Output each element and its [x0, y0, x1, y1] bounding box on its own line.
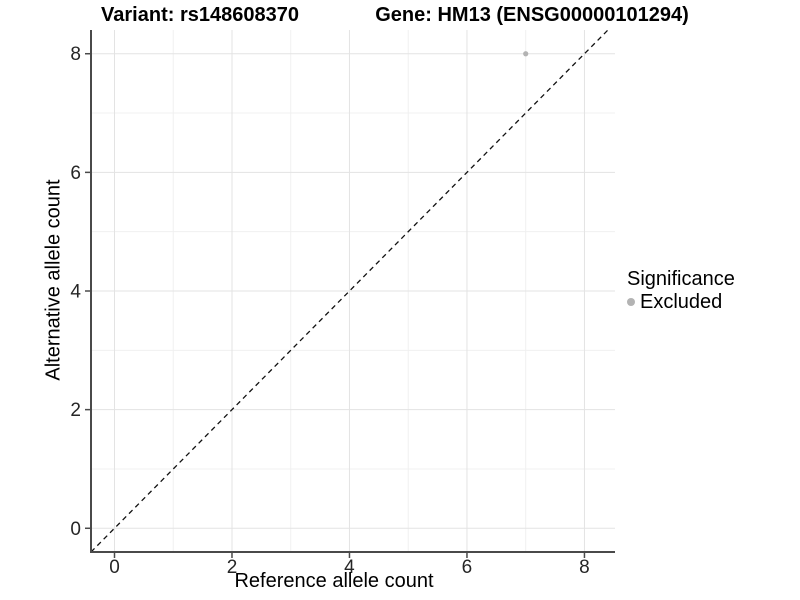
y-tick-label: 8	[70, 44, 81, 65]
y-tick-label: 2	[70, 400, 81, 421]
y-tick-label: 4	[70, 282, 81, 303]
x-axis-title: Reference allele count	[234, 570, 434, 592]
data-point	[523, 51, 529, 57]
y-tick-label: 6	[70, 163, 81, 184]
x-tick-label: 0	[109, 557, 120, 578]
x-tick-label: 4	[344, 557, 355, 578]
x-tick-label: 6	[462, 557, 473, 578]
plot-title-gene: Gene: HM13 (ENSG00000101294)	[375, 4, 689, 26]
y-tick-label: 0	[70, 519, 81, 540]
identity-reference-line	[90, 29, 609, 553]
plot-title-variant: Variant: rs148608370	[101, 4, 299, 26]
x-tick-label: 2	[227, 557, 238, 578]
x-tick-label: 8	[579, 557, 590, 578]
y-axis-title: Alternative allele count	[42, 179, 65, 381]
legend-item-label: Excluded	[640, 291, 723, 313]
legend: Significance Excluded	[627, 268, 735, 313]
legend-title: Significance	[627, 268, 735, 290]
legend-item-excluded: Excluded	[627, 291, 735, 313]
legend-key-dot-icon	[627, 298, 635, 306]
